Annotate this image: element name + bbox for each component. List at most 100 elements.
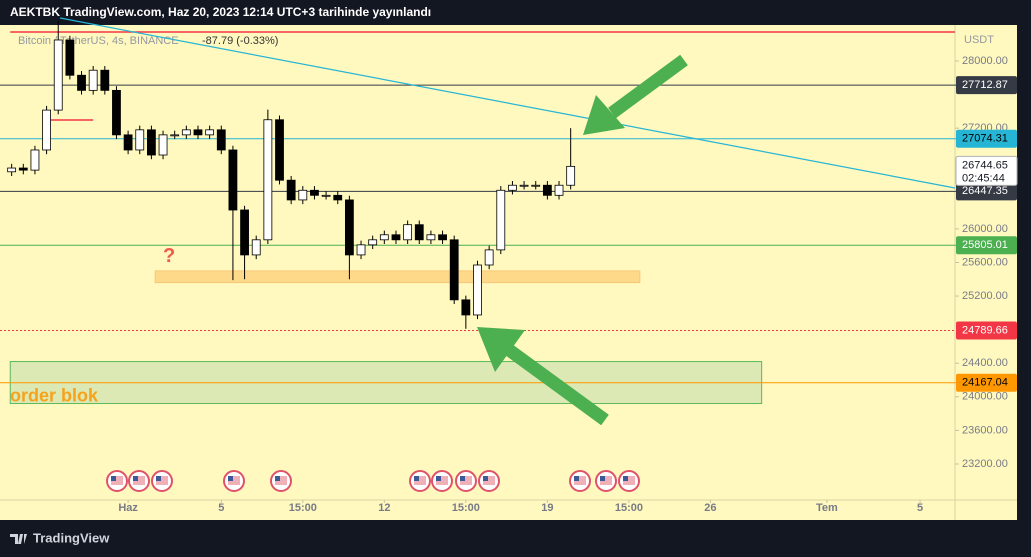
candle-body — [368, 239, 378, 246]
candle-body — [531, 184, 541, 187]
x-tick-label: 5 — [218, 502, 224, 514]
footer-logo — [10, 534, 27, 544]
candle-body — [333, 194, 343, 201]
x-tick-label: 12 — [378, 502, 390, 514]
event-icon — [431, 470, 453, 492]
candle-body — [461, 299, 471, 316]
arrow-shaft — [501, 341, 609, 426]
event-icon-flag — [156, 476, 168, 485]
x-tick-label: 26 — [704, 502, 716, 514]
candle-body — [147, 129, 156, 156]
level-label-box — [956, 236, 1017, 255]
candle-body — [88, 69, 98, 91]
event-icon — [128, 470, 150, 492]
x-tick-label: Tem — [816, 502, 838, 514]
event-icon-flag — [600, 476, 612, 485]
arrow-head — [583, 95, 625, 135]
event-icon-flag — [483, 476, 495, 485]
candle-body — [473, 264, 482, 316]
x-tick-label: 19 — [541, 502, 553, 514]
candle-body — [310, 189, 319, 196]
candle-body — [508, 184, 517, 191]
candle-body — [554, 184, 564, 196]
arrow-bottom — [477, 327, 609, 426]
candle-body — [216, 129, 226, 151]
candle-body — [170, 134, 180, 137]
x-tick-label: 5 — [917, 502, 923, 514]
candle-body — [193, 129, 203, 136]
footer-brand: TradingView — [33, 530, 110, 545]
event-icon-flag — [133, 476, 145, 485]
level-label: 27712.87 — [962, 79, 1008, 91]
y-tick-label: 24000.00 — [962, 391, 1008, 403]
event-icon-canton — [460, 476, 465, 481]
event-icon — [106, 470, 128, 492]
event-icon — [270, 470, 292, 492]
y-tick-label: 26000.00 — [962, 223, 1008, 235]
y-tick-label: 25600.00 — [962, 256, 1008, 268]
plot: 23200.00 23600.00 24000.00 24400.00 25200.00… — [0, 17, 1018, 514]
candle-body — [65, 39, 75, 76]
event-icon-flag — [623, 476, 635, 485]
x-tick-label: Haz — [118, 502, 138, 514]
candle-body — [542, 184, 552, 196]
candle-body — [205, 129, 215, 136]
event-icon — [569, 470, 591, 492]
level-label: 26447.35 — [962, 185, 1008, 197]
candle-body — [158, 134, 168, 156]
candle-body — [414, 224, 424, 241]
candle-body — [344, 199, 354, 256]
symbol-legend: Bitcoin / TetherUS, 4s, BINANCE — [18, 35, 179, 47]
candle-body — [42, 109, 51, 151]
y-tick-label: 25200.00 — [962, 290, 1008, 302]
price-change: -87.79 (-0.33%) — [202, 35, 278, 47]
event-icon-canton — [623, 476, 628, 481]
candle-body — [286, 179, 296, 201]
candle-body — [566, 165, 576, 186]
event-icon — [409, 470, 431, 492]
event-icon-canton — [436, 476, 441, 481]
event-icon-canton — [228, 476, 233, 481]
candle-body — [240, 209, 249, 256]
event-icon-flag — [111, 476, 123, 485]
level-label-box — [956, 321, 1017, 340]
arrow-top — [583, 54, 688, 135]
x-tick-label: 15:00 — [615, 502, 643, 514]
event-icon — [455, 470, 477, 492]
event-icon-canton — [133, 476, 138, 481]
candle-body — [391, 234, 401, 241]
trendline — [59, 17, 956, 189]
y-tick-label: 24400.00 — [962, 357, 1008, 369]
candle-body — [263, 119, 273, 241]
currency: USDT — [964, 34, 994, 46]
candle-body — [123, 134, 133, 151]
candle-body — [438, 234, 447, 241]
level-label-box — [956, 129, 1017, 148]
candle-body — [77, 74, 86, 91]
last-price-box — [955, 155, 1018, 186]
candle-body — [30, 149, 40, 171]
event-icon — [151, 470, 173, 492]
level-label: 25805.01 — [962, 239, 1008, 251]
event-icon-canton — [483, 476, 488, 481]
arrow-shaft — [608, 54, 688, 119]
event-icon-canton — [156, 476, 161, 481]
annotation: ? — [163, 245, 175, 267]
event-icon — [478, 470, 500, 492]
event-icon-canton — [574, 476, 579, 481]
event-icon-flag — [228, 476, 240, 485]
candle-body — [228, 149, 238, 211]
y-tick-label: 23600.00 — [962, 424, 1008, 436]
event-icon-flag — [436, 476, 448, 485]
event-icon — [223, 470, 245, 492]
countdown-label: 02:45:44 — [962, 172, 1005, 184]
y-tick-label: 28000.00 — [962, 55, 1008, 67]
arrow-head — [477, 327, 525, 372]
event-icon — [595, 470, 617, 492]
event-icon-flag — [414, 476, 426, 485]
level-label: 27074.31 — [962, 133, 1008, 145]
event-icon-flag — [574, 476, 586, 485]
candle-body — [181, 129, 191, 136]
x-tick-label: 15:00 — [289, 502, 317, 514]
